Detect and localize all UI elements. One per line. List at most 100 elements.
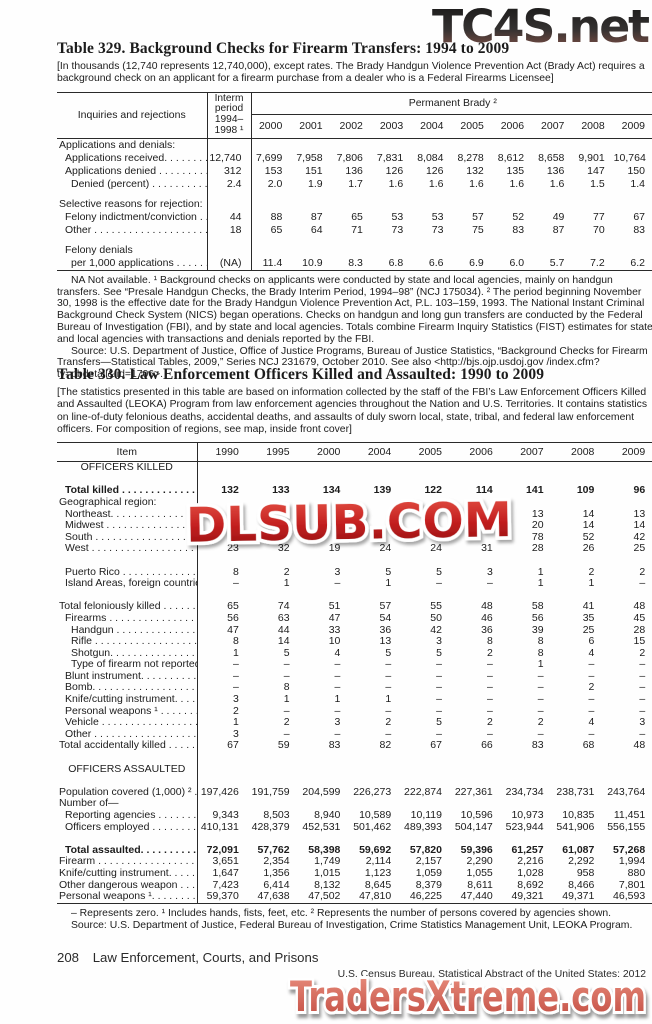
row-label: Selective reasons for rejection: [57, 197, 208, 211]
cell-value: 28 [633, 624, 646, 636]
table-row: Type of firearm not reported . . . – – – – – –… [57, 659, 652, 671]
cell-value: 1.6 [509, 177, 525, 190]
cell-value [493, 237, 533, 244]
table-row: Other . . . . . . . . . . . . . . . . . … [57, 728, 652, 741]
cell-value: 2 [486, 717, 493, 729]
cell-value: 1,994 [618, 856, 646, 868]
cell-value: 3,651 [212, 856, 239, 868]
cell-value: 3 [334, 717, 341, 729]
cell-value: – [334, 728, 341, 740]
cell-value [603, 474, 652, 486]
cell-value: 75 [472, 223, 484, 236]
cell-value: 2 [283, 717, 290, 729]
cell-value: 39 [531, 624, 544, 636]
cell-value: 227,361 [454, 786, 493, 798]
cell-value: 8,466 [568, 879, 595, 891]
cell-value: 5 [436, 566, 442, 578]
cell-value: 15 [633, 636, 646, 648]
cell-value [248, 497, 299, 509]
cell-value [299, 474, 350, 486]
cell-value: 7.2 [590, 256, 605, 269]
cell-value: 55 [430, 601, 442, 613]
cell-value: 5 [385, 647, 392, 659]
cell-value: 1 [385, 578, 392, 590]
section-row: OFFICERS ASSAULTED [57, 763, 652, 776]
cell-value: 50 [430, 612, 442, 624]
row-label: Other . . . . . . . . . . . . . . . . . … [57, 223, 208, 237]
cell-value: 57,820 [409, 844, 442, 856]
cell-value [251, 138, 291, 152]
cell-value: 23 [227, 543, 239, 555]
cell-value: – [232, 659, 239, 671]
cell-value: 13 [531, 508, 544, 520]
table-row: Felony indictment/conviction . . . 44 88 87… [57, 210, 652, 224]
cell-value: 19 [328, 543, 341, 555]
table-330-footnotes: – Represents zero. ¹ Includes hands, fis… [57, 908, 652, 932]
cell-value: 7,801 [618, 879, 646, 891]
cell-value: 4 [588, 717, 595, 729]
cell-value: 2,157 [415, 856, 442, 868]
row-label: Other . . . . . . . . . . . . . . . . . … [57, 728, 198, 741]
year-header: 2006 [500, 120, 525, 133]
cell-value [197, 462, 248, 474]
cell-value: 53 [391, 210, 404, 223]
table-330-header: Item 1990 1995 2000 2004 2005 2006 2007 2008 200… [57, 442, 652, 462]
cell-value: 410,131 [200, 821, 239, 833]
cell-value: – [334, 659, 341, 671]
cell-value [197, 474, 248, 486]
census-source-line: U.S. Census Bureau, Statistical Abstract… [337, 969, 646, 980]
cell-value: 47,502 [308, 891, 341, 903]
cell-value [349, 509, 400, 521]
cell-value: 7,423 [212, 879, 239, 891]
cell-value: – [385, 659, 392, 671]
table-row: Officers employed . . . . . . . . . . . … [57, 821, 652, 834]
cell-value: 1.6 [428, 177, 444, 190]
row-label: Total assaulted. . . . . . . . . . . . . [57, 844, 198, 857]
spacer-row [57, 775, 652, 787]
cell-value: 1.4 [630, 177, 645, 190]
cell-value: – [232, 682, 239, 694]
cell-value: 7,831 [376, 151, 404, 164]
table-row: Number of— [57, 798, 652, 810]
cell-value: 96 [633, 485, 646, 497]
cell-value [291, 244, 331, 257]
cell-value: – [537, 694, 544, 706]
cell-value: – [283, 728, 290, 740]
cell-value [553, 462, 604, 474]
cell-value [349, 798, 400, 810]
table-row: Other . . . . . . . . . . . . . . . . . … [57, 223, 652, 237]
cell-value [197, 497, 248, 509]
cell-value [400, 798, 451, 810]
cell-value: 10,835 [562, 810, 595, 821]
cell-value: 14 [633, 520, 646, 532]
cell-value [372, 244, 412, 257]
cell-value [451, 752, 502, 764]
cell-value: 136 [345, 164, 363, 177]
cell-value [553, 833, 604, 845]
cell-value: 41 [582, 601, 595, 613]
table-row: Geographical region: [57, 496, 652, 509]
row-label: Geographical region: [57, 496, 198, 509]
cell-value: 57 [472, 210, 484, 223]
cell-value: 226,273 [353, 786, 392, 798]
year-header: 2009 [621, 120, 645, 133]
table-row: Knife/cutting instrument. . . . . . . . … [57, 867, 652, 880]
row-label: Island Areas, foreign countries . . . [57, 578, 198, 590]
cell-value [248, 462, 299, 474]
cell-value [332, 138, 372, 152]
cell-value: 2,216 [517, 856, 544, 868]
cell-value: 59 [277, 740, 290, 752]
cell-interim-value: 18 [207, 223, 252, 237]
cell-value [299, 775, 350, 787]
cell-value [248, 775, 299, 787]
cell-value: 1,647 [212, 867, 239, 879]
cell-value: 35 [582, 612, 595, 624]
cell-value: 1.5 [590, 177, 605, 190]
cell-value [299, 764, 350, 776]
cell-value: 6.0 [509, 256, 525, 269]
tradersxtreme-watermark-text: TradersXtreme.com [290, 973, 646, 1021]
cell-value: – [486, 728, 493, 740]
source-text: Source: U.S. Department of Justice, Fede… [71, 919, 633, 931]
year-header: 2009 [621, 446, 646, 459]
table-row: Firearms . . . . . . . . . . . . . . . .… [57, 612, 652, 625]
